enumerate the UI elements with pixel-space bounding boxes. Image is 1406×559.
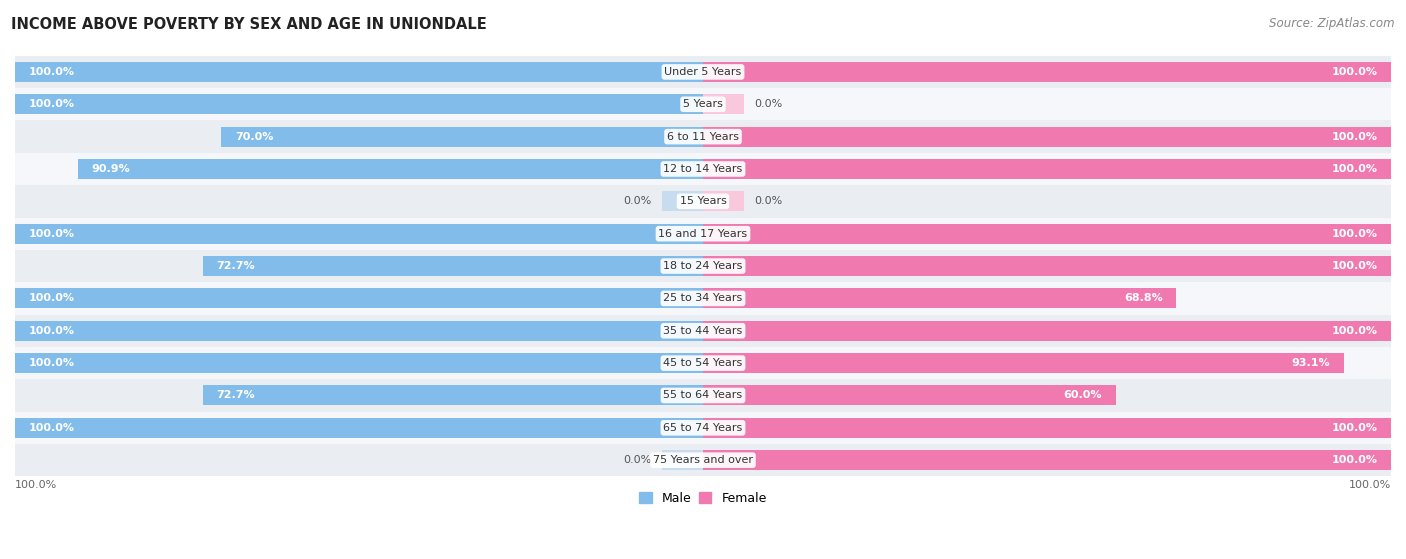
Text: 75 Years and over: 75 Years and over [652,455,754,465]
Text: 100.0%: 100.0% [1331,423,1378,433]
Text: 60.0%: 60.0% [1063,391,1102,400]
Text: 0.0%: 0.0% [755,196,783,206]
Text: 35 to 44 Years: 35 to 44 Years [664,326,742,336]
Bar [15,321,703,341]
Text: 70.0%: 70.0% [235,131,274,141]
Text: 100.0%: 100.0% [28,326,75,336]
Bar [703,224,1391,244]
Text: 100.0%: 100.0% [1331,326,1378,336]
Bar [15,418,703,438]
Bar [15,94,703,114]
Bar [77,159,703,179]
Bar [15,250,1391,282]
Text: 16 and 17 Years: 16 and 17 Years [658,229,748,239]
Text: 5 Years: 5 Years [683,100,723,109]
Bar [703,386,1116,405]
Text: 100.0%: 100.0% [28,358,75,368]
Bar [703,256,1391,276]
Text: 90.9%: 90.9% [91,164,131,174]
Text: 25 to 34 Years: 25 to 34 Years [664,293,742,304]
Bar [202,256,703,276]
Text: 65 to 74 Years: 65 to 74 Years [664,423,742,433]
Bar [15,288,703,309]
Bar [703,62,1391,82]
Bar [15,120,1391,153]
Bar [221,126,703,146]
Text: 0.0%: 0.0% [755,100,783,109]
Bar [15,444,1391,476]
Bar [202,386,703,405]
Text: 100.0%: 100.0% [1331,455,1378,465]
Text: 100.0%: 100.0% [28,100,75,109]
Bar [15,315,1391,347]
Text: 6 to 11 Years: 6 to 11 Years [666,131,740,141]
Bar [662,191,703,211]
Text: 100.0%: 100.0% [1331,131,1378,141]
Bar [15,88,1391,120]
Bar [703,159,1391,179]
Bar [15,282,1391,315]
Bar [662,450,703,470]
Text: 72.7%: 72.7% [217,391,256,400]
Text: 100.0%: 100.0% [28,293,75,304]
Text: 45 to 54 Years: 45 to 54 Years [664,358,742,368]
Bar [15,224,703,244]
Text: 72.7%: 72.7% [217,261,256,271]
Text: 100.0%: 100.0% [1331,261,1378,271]
Bar [15,62,703,82]
Bar [703,288,1177,309]
Bar [703,450,1391,470]
Bar [15,153,1391,185]
Text: 100.0%: 100.0% [1331,164,1378,174]
Text: 15 Years: 15 Years [679,196,727,206]
Text: 100.0%: 100.0% [1348,480,1391,490]
Text: 100.0%: 100.0% [1331,67,1378,77]
Bar [703,418,1391,438]
Legend: Male, Female: Male, Female [634,487,772,510]
Text: Under 5 Years: Under 5 Years [665,67,741,77]
Text: 100.0%: 100.0% [28,67,75,77]
Text: 18 to 24 Years: 18 to 24 Years [664,261,742,271]
Text: 100.0%: 100.0% [28,423,75,433]
Text: Source: ZipAtlas.com: Source: ZipAtlas.com [1270,17,1395,30]
Bar [15,185,1391,217]
Text: 0.0%: 0.0% [623,196,651,206]
Text: 100.0%: 100.0% [15,480,58,490]
Text: 55 to 64 Years: 55 to 64 Years [664,391,742,400]
Bar [703,126,1391,146]
Text: 12 to 14 Years: 12 to 14 Years [664,164,742,174]
Text: 100.0%: 100.0% [1331,229,1378,239]
Bar [703,191,744,211]
Text: INCOME ABOVE POVERTY BY SEX AND AGE IN UNIONDALE: INCOME ABOVE POVERTY BY SEX AND AGE IN U… [11,17,486,32]
Text: 0.0%: 0.0% [623,455,651,465]
Text: 93.1%: 93.1% [1291,358,1330,368]
Bar [703,94,744,114]
Bar [15,347,1391,380]
Bar [15,56,1391,88]
Text: 100.0%: 100.0% [28,229,75,239]
Bar [15,411,1391,444]
Bar [15,380,1391,411]
Bar [703,321,1391,341]
Text: 68.8%: 68.8% [1123,293,1163,304]
Bar [15,217,1391,250]
Bar [703,353,1344,373]
Bar [15,353,703,373]
